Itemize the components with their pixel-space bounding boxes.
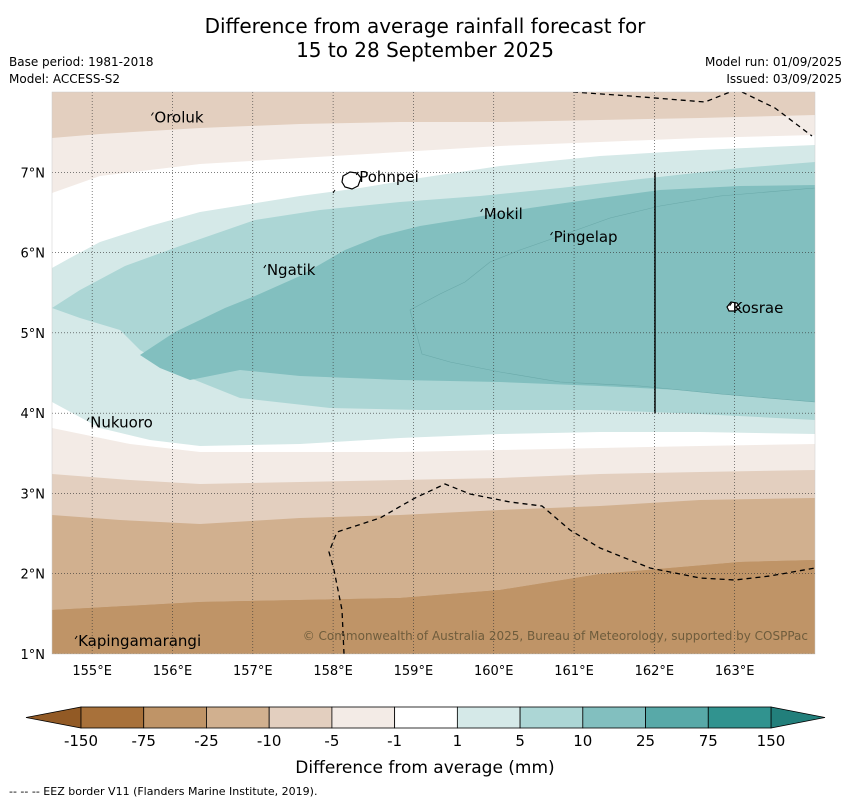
colorbar-tick-3: -10 <box>257 732 282 750</box>
x-tick-label-155: 155°E <box>72 664 112 679</box>
map-title: Difference from average rainfall forecas… <box>0 14 850 62</box>
y-tick-label-2: 2°N <box>21 568 46 583</box>
place-label-nukuoro: Nukuoro <box>90 414 153 432</box>
y-tick-label-1: 1°N <box>21 648 46 663</box>
colorbar-tick-10: 75 <box>699 732 718 750</box>
colorbar-tick-4: -5 <box>324 732 339 750</box>
x-tick-label-161: 161°E <box>554 664 594 679</box>
model-run-text: Model run: 01/09/2025 <box>704 55 842 69</box>
colorbar: -150 -75 -25 -10 -5 -1 1 5 10 25 75 150 <box>25 706 826 750</box>
place-marker-mokil <box>480 208 484 213</box>
x-tick-label-159: 159°E <box>394 664 434 679</box>
y-tick-label-5: 5°N <box>21 327 46 342</box>
band-dark-overlay <box>409 187 815 403</box>
colorbar-swatch-9 <box>645 706 709 729</box>
x-tick-label-160: 160°E <box>474 664 514 679</box>
place-marker-pingelap <box>550 231 553 236</box>
eez-borders <box>328 92 815 654</box>
eez-border-south <box>328 483 815 654</box>
colorbar-swatch-8 <box>582 706 646 729</box>
place-marker-oroluk <box>150 112 154 116</box>
place-label-oroluk: Oroluk <box>154 109 203 127</box>
colorbar-tick-9: 25 <box>636 732 655 750</box>
y-tick-label-3: 3°N <box>21 487 46 502</box>
place-labels: Oroluk Pohnpei Mokil Pingelap Ngatik Kosrae Nu… <box>74 109 784 650</box>
colorbar-label: Difference from average (mm) <box>295 758 554 778</box>
y-tick-label-6: 6°N <box>21 247 46 262</box>
place-marker-nukuoro <box>86 417 90 421</box>
colorbar-swatch-5 <box>394 706 458 729</box>
place-marker-pohnpei <box>355 171 359 176</box>
colorbar-tick-0: -150 <box>64 732 98 750</box>
place-label-pingelap: Pingelap <box>554 228 618 246</box>
x-tick-label-156: 156°E <box>153 664 193 679</box>
graticule <box>52 92 815 654</box>
place-label-kosrae: Kosrae <box>733 299 784 317</box>
place-label-mokil: Mokil <box>484 205 523 223</box>
place-marker-kapingamarangi <box>74 635 78 640</box>
meta-right: Model run: 01/09/2025 Issued: 03/09/2025 <box>705 54 842 88</box>
model-text: Model: ACCESS-S2 <box>9 72 121 86</box>
x-tick-label-158: 158°E <box>313 664 353 679</box>
place-label-pohnpei: Pohnpei <box>359 168 419 186</box>
colorbar-swatch-3 <box>268 706 333 729</box>
y-tick-label-4: 4°N <box>21 407 46 422</box>
colorbar-tick-6: 1 <box>453 732 463 750</box>
place-marker-kosrae <box>729 302 733 307</box>
colorbar-swatch-4 <box>331 706 396 729</box>
place-label-ngatik: Ngatik <box>267 261 316 279</box>
y-tick-label-7: 7°N <box>21 166 46 181</box>
contour-fields <box>52 92 815 654</box>
y-tick-labels: 7°N 6°N 5°N 4°N 3°N 2°N 1°N <box>21 166 46 663</box>
colorbar-tick-2: -25 <box>194 732 219 750</box>
colorbar-swatch-2 <box>206 706 270 729</box>
issued-text: Issued: 03/09/2025 <box>726 72 842 86</box>
colorbar-tick-8: 10 <box>573 732 592 750</box>
title-line-1: Difference from average rainfall forecas… <box>204 14 646 38</box>
colorbar-swatch-0 <box>80 706 145 729</box>
x-tick-label-163: 163°E <box>715 664 755 679</box>
colorbar-swatch-1 <box>143 706 207 729</box>
x-tick-label-157: 157°E <box>233 664 273 679</box>
eez-footnote: -- -- -- EEZ border V11 (Flanders Marine… <box>9 785 318 798</box>
title-line-2: 15 to 28 September 2025 <box>296 38 554 62</box>
map-frame <box>51 91 816 655</box>
eez-border-north <box>572 92 813 137</box>
x-tick-labels: 155°E 156°E 157°E 158°E 159°E 160°E 161°E 162°E… <box>72 664 754 679</box>
pohnpei-islet-icon <box>332 189 336 194</box>
place-marker-ngatik <box>263 264 267 269</box>
pohnpei-island-icon <box>341 171 362 190</box>
colorbar-swatch-10 <box>707 706 772 729</box>
colorbar-low-extend <box>25 706 82 729</box>
copyright-text: © Commonwealth of Australia 2025, Bureau… <box>303 629 808 643</box>
colorbar-high-extend <box>770 706 826 729</box>
meta-left: Base period: 1981-2018 Model: ACCESS-S2 <box>9 54 154 88</box>
x-tick-label-162: 162°E <box>635 664 675 679</box>
colorbar-tick-11: 150 <box>757 732 786 750</box>
colorbar-tick-5: -1 <box>387 732 402 750</box>
colorbar-swatch-6 <box>456 706 521 729</box>
colorbar-tick-1: -75 <box>131 732 156 750</box>
base-period-text: Base period: 1981-2018 <box>9 55 154 69</box>
colorbar-swatch-7 <box>519 706 584 729</box>
band-dark-south <box>52 560 815 654</box>
colorbar-tick-7: 5 <box>515 732 525 750</box>
place-label-kapingamarangi: Kapingamarangi <box>78 632 201 650</box>
